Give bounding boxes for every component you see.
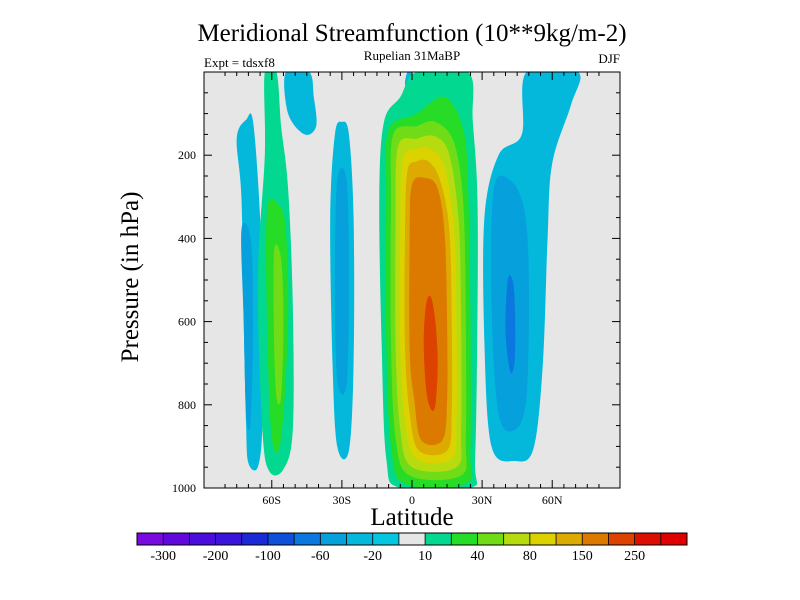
colorbar-label: -200	[203, 549, 229, 564]
y-tick-label: 400	[178, 231, 196, 245]
colorbar-label: -60	[311, 549, 330, 564]
contour-south-pos-40	[273, 244, 284, 405]
colorbar-swatch	[189, 533, 216, 545]
colorbar-swatch	[346, 533, 374, 545]
colorbar-swatch	[451, 533, 478, 545]
colorbar-swatch	[425, 533, 452, 545]
colorbar-label: 150	[572, 549, 593, 564]
contour-south-upper-neg	[284, 72, 317, 135]
colorbar-swatch	[634, 533, 662, 545]
x-tick-label: 0	[409, 493, 415, 507]
y-tick-label: 800	[178, 398, 196, 412]
colorbar-swatch	[137, 533, 164, 545]
y-tick-label: 1000	[172, 481, 196, 495]
contour-north-neg-60	[505, 275, 516, 374]
x-axis-label: Latitude	[370, 504, 453, 531]
contour-midlat-neg-40	[334, 167, 349, 395]
colorbar-swatch	[503, 533, 531, 545]
colorbar-label: -100	[255, 549, 281, 564]
colorbar-label: 10	[418, 549, 432, 564]
x-tick-label: 30S	[333, 493, 352, 507]
subtitle-left: Expt = tdsxf8	[204, 55, 275, 70]
x-tick-label: 60S	[262, 493, 281, 507]
chart-title: Meridional Streamfunction (10**9kg/m-2)	[197, 20, 626, 47]
colorbar-swatch	[320, 533, 347, 545]
x-tick-label: 60N	[542, 493, 563, 507]
colorbar-label: 80	[523, 549, 537, 564]
colorbar-swatch	[163, 533, 190, 545]
colorbar-swatch	[582, 533, 609, 545]
colorbar-swatch	[215, 533, 243, 545]
colorbar-swatch	[477, 533, 505, 545]
colorbar-swatch	[660, 533, 688, 545]
colorbar-swatch	[267, 533, 295, 545]
colorbar-swatch	[398, 533, 426, 545]
colorbar-swatch	[241, 533, 269, 545]
y-tick-label: 600	[178, 315, 196, 329]
colorbar-swatch	[372, 533, 400, 545]
colorbar-label: 250	[624, 549, 645, 564]
y-tick-label: 200	[178, 148, 196, 162]
colorbar-label: 40	[470, 549, 484, 564]
subtitle-right: DJF	[598, 51, 620, 66]
x-tick-label: 30N	[472, 493, 493, 507]
colorbar-swatch	[529, 533, 557, 545]
colorbar-frame	[136, 532, 688, 546]
contour-trop-200	[423, 295, 438, 411]
colorbar-swatch	[294, 533, 321, 545]
plot-area: 60S 30S 0 30N 60N 200 400 600 800 1000	[172, 71, 621, 507]
colorbar: -300 -200 -100 -60 -20 10 40 80 150 250	[136, 532, 688, 564]
colorbar-label: -20	[363, 549, 382, 564]
subtitle-center: Rupelian 31MaBP	[364, 48, 460, 63]
colorbar-swatch	[556, 533, 583, 545]
colorbar-label: -300	[150, 549, 176, 564]
colorbar-swatch	[608, 533, 636, 545]
contour-south-neg-40	[241, 222, 254, 430]
y-axis-label: Pressure (in hPa)	[117, 192, 144, 363]
